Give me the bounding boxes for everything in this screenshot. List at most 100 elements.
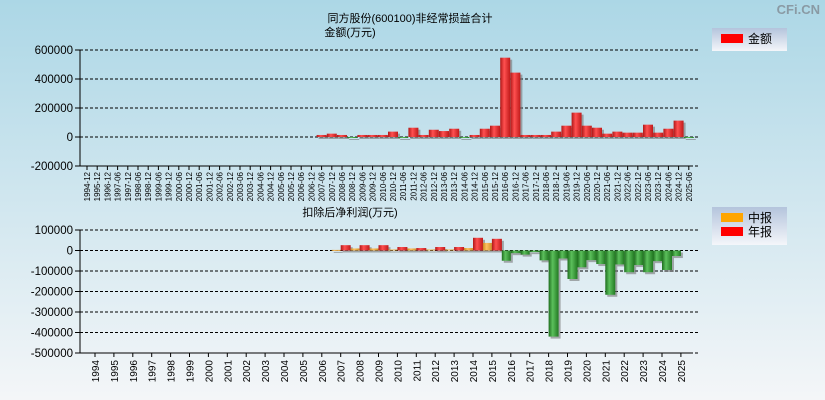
x-tick-label: 2024-06 <box>664 171 673 201</box>
x-tick-label: 2015-06 <box>481 171 490 201</box>
bar-amount-shadow <box>461 139 472 140</box>
x-tick-label: 2011-12 <box>409 171 418 200</box>
bar-amount <box>612 131 623 137</box>
y-tick-label: 0 <box>67 132 73 144</box>
x-tick-label: 2002-06 <box>216 171 225 201</box>
bar-amount <box>581 125 592 137</box>
x-tick-label: 2017-06 <box>522 171 531 201</box>
x-tick-label: 2014 <box>469 360 480 383</box>
bar-amount-shadow <box>532 136 543 139</box>
bar-annual <box>624 250 635 273</box>
bar-interim-shadow <box>371 250 381 253</box>
bar-interim <box>331 249 341 251</box>
x-tick-label: 2022 <box>620 360 631 383</box>
x-tick-label: 1997-06 <box>114 171 123 201</box>
bar-interim-shadow <box>409 250 419 253</box>
bar-interim <box>426 249 436 251</box>
x-tick-label: 2017-12 <box>532 171 541 201</box>
bar-annual-shadow <box>399 249 410 253</box>
bar-amount <box>469 134 480 137</box>
bar-annual <box>567 250 578 279</box>
x-tick-label: 2022-12 <box>634 171 643 201</box>
bar-amount-shadow <box>328 135 339 139</box>
bar-amount <box>428 129 439 137</box>
bar-amount <box>673 120 684 137</box>
x-tick-label: 2005-12 <box>287 171 296 201</box>
bar-interim <box>445 249 455 251</box>
x-tick-label: 1995 <box>110 360 121 383</box>
bar-interim-shadow <box>352 250 362 253</box>
x-tick-label: 2016-06 <box>501 171 510 201</box>
bar-interim <box>615 250 625 265</box>
x-tick-label: 2011 <box>412 360 423 382</box>
x-tick-label: 1999-12 <box>165 171 174 201</box>
y-tick-label: 600000 <box>35 45 73 57</box>
chart1-legend: 金额 <box>712 28 787 51</box>
bar-amount <box>571 112 582 137</box>
bar-amount-shadow <box>420 136 431 139</box>
bar-amount <box>449 128 460 137</box>
x-tick-label: 1994-12 <box>83 171 92 201</box>
legend-swatch-interim <box>721 213 743 222</box>
bar-interim <box>464 248 473 251</box>
bar-amount <box>408 127 419 137</box>
chart2-legend: 中报 年报 <box>712 207 787 245</box>
bar-interim <box>634 250 644 266</box>
x-tick-label: 2001-06 <box>195 171 204 201</box>
bar-interim <box>482 242 492 251</box>
bar-interim-shadow <box>447 251 457 253</box>
watermark: CFi.CN <box>777 2 820 17</box>
bar-amount-shadow <box>522 136 533 139</box>
bar-annual <box>416 248 427 251</box>
bar-amount <box>632 132 643 137</box>
bar-amount-shadow <box>369 136 380 139</box>
bar-annual <box>378 245 389 251</box>
x-tick-label: 2018-12 <box>552 171 561 201</box>
x-tick-label: 2012-06 <box>420 171 429 201</box>
x-tick-label: 2010 <box>393 360 404 383</box>
legend-label-interim: 中报 <box>748 210 772 225</box>
bar-interim <box>520 250 530 255</box>
bar-amount-shadow <box>400 139 411 140</box>
bar-annual-shadow <box>456 249 467 253</box>
x-tick-label: 2011-06 <box>399 171 408 200</box>
x-tick-label: 2003-06 <box>236 171 245 201</box>
bar-annual <box>491 238 502 251</box>
bar-interim-shadow <box>466 250 475 253</box>
bar-interim <box>369 248 379 251</box>
chart2-title: 扣除后净利润(万元) <box>302 205 397 219</box>
x-tick-label: 2022-06 <box>624 171 633 201</box>
bar-amount <box>326 133 337 137</box>
bar-amount <box>592 127 602 137</box>
x-tick-label: 2004-12 <box>267 171 276 201</box>
x-tick-label: 2019-06 <box>562 171 571 201</box>
x-tick-label: 2025 <box>677 360 688 383</box>
x-tick-label: 2004 <box>280 360 291 383</box>
bar-amount <box>316 134 327 137</box>
legend-label-amount: 金额 <box>748 31 772 46</box>
x-tick-label: 2021-12 <box>613 171 622 201</box>
bar-amount <box>500 57 511 138</box>
bar-amount-shadow <box>543 136 553 139</box>
bar-interim <box>407 248 417 251</box>
bar-amount-shadow <box>318 136 329 139</box>
x-tick-label: 2019-12 <box>573 171 582 201</box>
x-tick-label: 2006-06 <box>297 171 306 201</box>
x-tick-label: 2017 <box>526 360 537 383</box>
legend-label-annual: 年报 <box>748 224 772 239</box>
x-tick-label: 2021 <box>601 360 612 383</box>
bar-interim <box>653 250 662 262</box>
x-tick-label: 2020-06 <box>583 171 592 201</box>
bar-annual <box>340 245 351 251</box>
x-tick-label: 2009 <box>375 360 386 383</box>
bar-amount <box>653 132 664 137</box>
bar-interim-shadow <box>333 251 343 253</box>
bar-amount-shadow <box>471 136 482 139</box>
x-tick-label: 1998 <box>167 360 178 383</box>
x-tick-label: 1996 <box>129 360 140 383</box>
bar-amount <box>530 134 541 137</box>
bar-interim <box>596 250 606 265</box>
x-tick-label: 2018-06 <box>542 171 551 201</box>
x-tick-label: 1994 <box>91 360 102 383</box>
